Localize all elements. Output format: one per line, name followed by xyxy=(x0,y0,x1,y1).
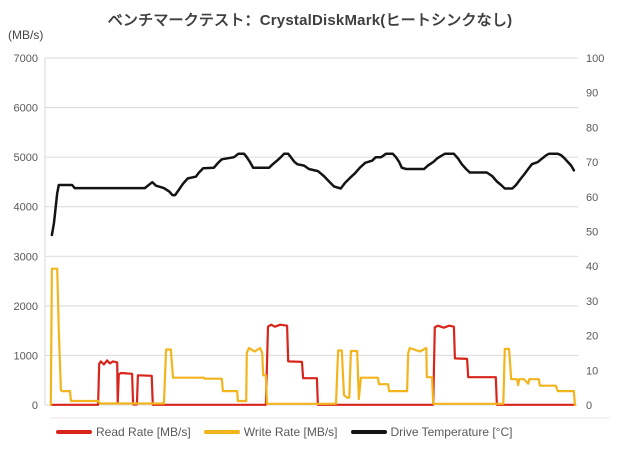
left-axis-tick-label: 4000 xyxy=(14,202,38,214)
drive-temperature-marker-icon xyxy=(350,430,387,434)
right-axis-tick-label: 100 xyxy=(586,53,604,65)
legend-item-write-rate: Write Rate [MB/s] xyxy=(203,425,338,439)
legend-label-drive-temperature: Drive Temperature [°C] xyxy=(390,425,513,439)
left-axis-tick-label: 7000 xyxy=(14,53,38,65)
write-rate-marker-icon xyxy=(203,430,240,434)
legend-label-read-rate: Read Rate [MB/s] xyxy=(96,425,191,439)
left-axis-tick-label: 0 xyxy=(32,400,38,412)
right-axis-tick-label: 60 xyxy=(586,192,598,204)
right-axis-tick-label: 0 xyxy=(586,400,592,412)
left-axis-unit-label: (MB/s) xyxy=(8,28,44,42)
chart-legend: Read Rate [MB/s] Write Rate [MB/s] Drive… xyxy=(56,425,512,439)
write-rate-line xyxy=(49,267,577,407)
drive-temperature-line xyxy=(50,152,576,237)
right-axis-tick-label: 90 xyxy=(586,88,598,100)
right-axis-tick-label: 40 xyxy=(586,261,598,273)
legend-label-write-rate: Write Rate [MB/s] xyxy=(243,425,338,439)
left-axis-tick-label: 2000 xyxy=(14,301,38,313)
right-axis-tick-label: 30 xyxy=(586,296,598,308)
left-axis-tick-label: 1000 xyxy=(14,350,38,362)
right-axis-tick-label: 10 xyxy=(586,365,598,377)
read-rate-line xyxy=(50,323,577,406)
read-rate-marker-icon xyxy=(56,430,92,434)
left-axis-tick-label: 3000 xyxy=(14,251,38,263)
right-axis-tick-label: 80 xyxy=(586,122,598,134)
left-axis-tick-label: 5000 xyxy=(14,152,38,164)
right-axis-tick-label: 70 xyxy=(586,157,598,169)
legend-item-read-rate: Read Rate [MB/s] xyxy=(56,425,191,439)
legend-item-drive-temperature: Drive Temperature [°C] xyxy=(350,425,513,439)
left-axis-tick-label: 6000 xyxy=(14,103,38,115)
right-axis-tick-label: 50 xyxy=(586,227,598,239)
right-axis-tick-label: 20 xyxy=(586,331,598,343)
chart-title: ベンチマークテスト：CrystalDiskMark(ヒートシンクなし) xyxy=(107,12,513,29)
